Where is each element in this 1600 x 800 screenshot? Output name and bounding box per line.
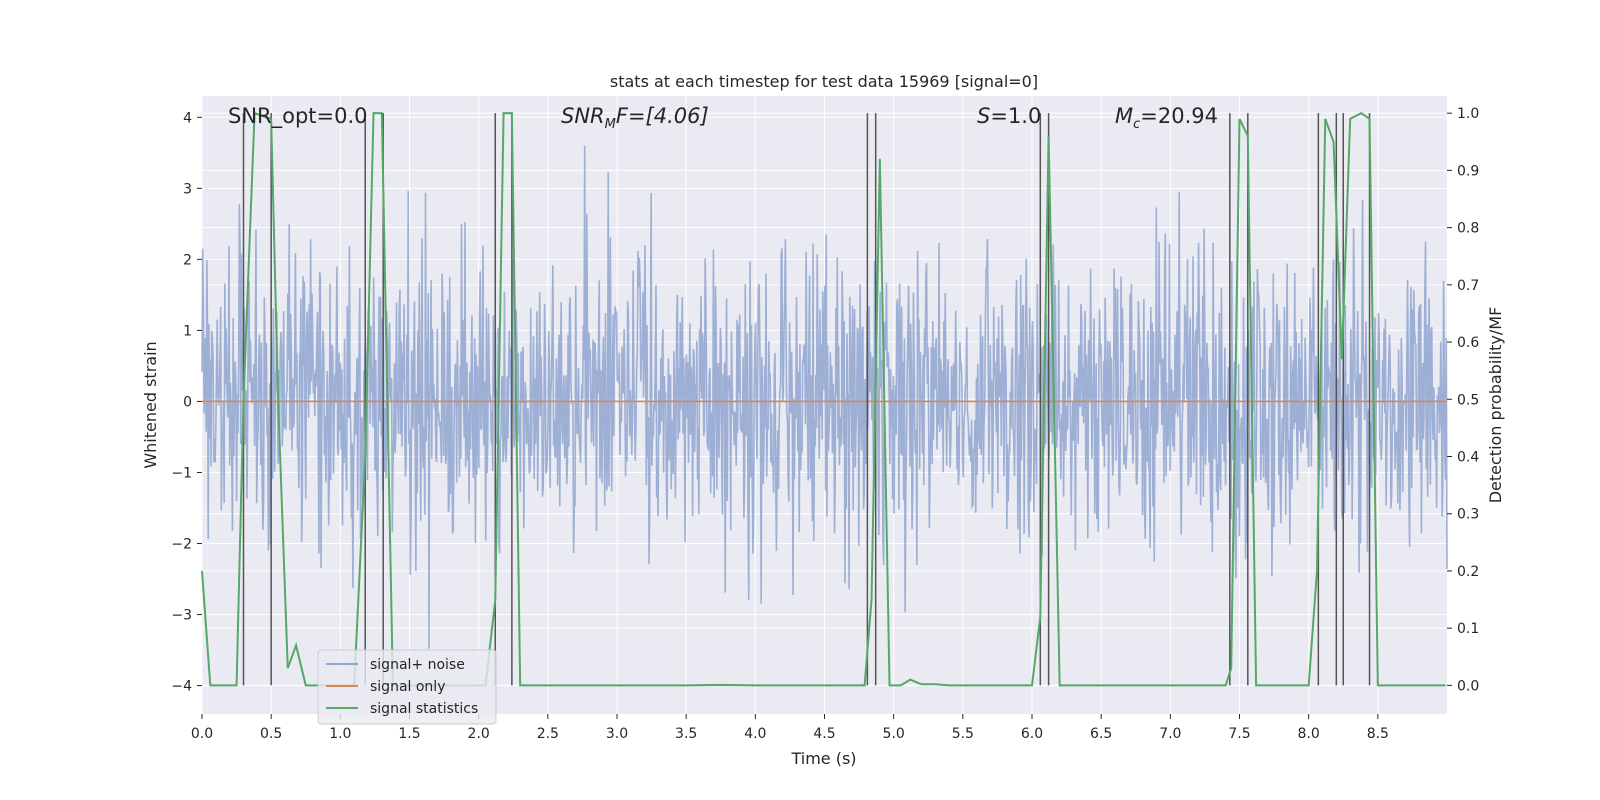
annotation-s-value: =1.0 xyxy=(990,104,1041,128)
x-tick-label-5: 2.5 xyxy=(537,726,559,742)
y-tick-label-8: 4 xyxy=(183,110,192,126)
y-tick-label-1: −3 xyxy=(171,608,192,624)
x-tick-label-4: 2.0 xyxy=(468,726,490,742)
y-tick-label-3: −1 xyxy=(171,465,192,481)
x-tick-label-12: 6.0 xyxy=(1021,726,1043,742)
legend-box xyxy=(317,649,497,725)
x-tick-label-7: 3.5 xyxy=(675,726,697,742)
annotation-mc-sub: c xyxy=(1133,117,1140,132)
y2-tick-label-6: 0.6 xyxy=(1457,335,1479,351)
y2-tick-label-8: 0.8 xyxy=(1457,221,1479,237)
y2-tick-label-1: 0.1 xyxy=(1457,621,1479,637)
annotation-snr-mf-sub: M xyxy=(605,117,616,132)
x-tick-label-8: 4.0 xyxy=(744,726,766,742)
annotation-mc-label: M xyxy=(1115,104,1133,128)
legend-label-noise: signal+ noise xyxy=(370,657,465,673)
y-tick-label-5: 1 xyxy=(183,323,192,339)
y2-tick-label-9: 0.9 xyxy=(1457,163,1479,179)
x-axis-label: Time (s) xyxy=(790,749,856,768)
legend-label-signal-only: signal only xyxy=(370,679,445,695)
legend: signal+ noise signal only signal statist… xyxy=(317,649,497,725)
x-tick-label-6: 3.0 xyxy=(606,726,628,742)
annotation-snr-mf: SNRMF=[4.06] xyxy=(561,104,709,132)
y-tick-label-6: 2 xyxy=(183,252,192,268)
annotation-snr-mf-suffix: F=[4.06] xyxy=(616,104,709,128)
y2-tick-label-2: 0.2 xyxy=(1457,564,1479,580)
x-tick-label-2: 1.0 xyxy=(329,726,351,742)
y2-tick-label-0: 0.0 xyxy=(1457,678,1479,694)
x-tick-label-15: 7.5 xyxy=(1228,726,1250,742)
y-tick-label-4: 0 xyxy=(183,394,192,410)
y-axis-label-right: Detection probability/MF xyxy=(1486,307,1505,504)
annotation-snr-mf-prefix: SNR xyxy=(561,104,605,128)
signal-plus-noise-series xyxy=(201,145,1448,649)
annotation-s-label: S xyxy=(977,104,990,128)
annotation-s: S=1.0 xyxy=(977,104,1041,128)
y-axis-ticks-right: 0.0 0.1 0.2 0.3 0.4 0.5 0.6 0.7 0.8 0.9 1.0 xyxy=(1447,106,1479,694)
x-tick-label-14: 7.0 xyxy=(1159,726,1181,742)
x-axis-ticks: 0.0 0.5 1.0 1.5 2.0 2.5 3.0 3.5 4.0 4.5 5.0 5.5 6.0 6… xyxy=(191,714,1389,742)
x-tick-label-1: 0.5 xyxy=(260,726,282,742)
x-tick-label-13: 6.5 xyxy=(1090,726,1112,742)
y-tick-label-7: 3 xyxy=(183,181,192,197)
x-tick-label-9: 4.5 xyxy=(813,726,835,742)
y2-tick-label-10: 1.0 xyxy=(1457,106,1479,122)
y2-tick-label-7: 0.7 xyxy=(1457,278,1479,294)
noise-trace xyxy=(201,145,1448,649)
y-tick-label-2: −2 xyxy=(171,537,192,553)
legend-label-statistics: signal statistics xyxy=(370,701,478,717)
y2-tick-label-4: 0.4 xyxy=(1457,450,1479,466)
x-tick-label-16: 8.0 xyxy=(1298,726,1320,742)
y-axis-label-left: Whitened strain xyxy=(141,341,160,468)
x-tick-label-11: 5.5 xyxy=(952,726,974,742)
annotation-snr-opt: SNR_opt=0.0 xyxy=(228,104,368,129)
x-tick-label-10: 5.0 xyxy=(883,726,905,742)
y2-tick-label-3: 0.3 xyxy=(1457,507,1479,523)
y-tick-label-0: −4 xyxy=(171,679,192,695)
y-axis-ticks-left: −4 −3 −2 −1 0 1 2 3 4 xyxy=(171,110,202,695)
y2-tick-label-5: 0.5 xyxy=(1457,392,1479,408)
x-tick-label-17: 8.5 xyxy=(1367,726,1389,742)
annotation-mc: Mc=20.94 xyxy=(1115,104,1218,132)
x-tick-label-3: 1.5 xyxy=(398,726,420,742)
chart-title: stats at each timestep for test data 159… xyxy=(610,72,1038,91)
annotation-mc-value: =20.94 xyxy=(1140,104,1218,128)
x-tick-label-0: 0.0 xyxy=(191,726,213,742)
